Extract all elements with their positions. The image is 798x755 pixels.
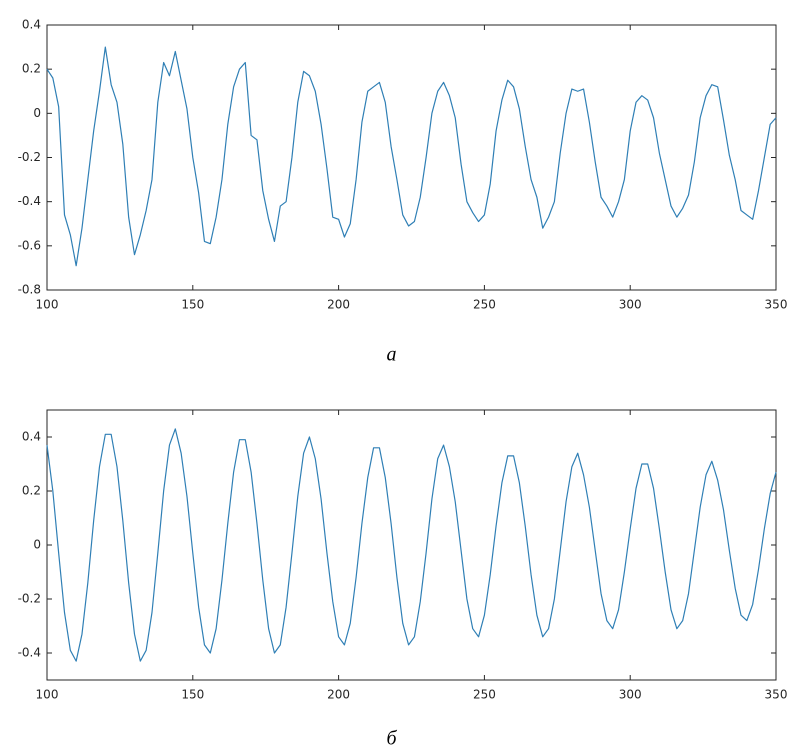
axes-box xyxy=(46,24,777,291)
data-line xyxy=(46,46,777,267)
x-tick-label: 250 xyxy=(473,688,496,702)
y-tick-label: 0.2 xyxy=(22,484,41,498)
y-tick-label: -0.8 xyxy=(18,283,41,297)
x-tick-label: 150 xyxy=(181,688,204,702)
axes-box xyxy=(46,409,777,681)
y-tick-label: 0.4 xyxy=(22,18,41,32)
caption: б xyxy=(386,728,397,750)
y-tick-label: 0 xyxy=(33,106,41,120)
y-tick-label: -0.4 xyxy=(18,194,41,208)
y-tick-label: -0.6 xyxy=(18,238,41,252)
x-tick-label: 150 xyxy=(181,298,204,312)
y-tick-label: 0 xyxy=(33,538,41,552)
x-tick-label: 100 xyxy=(36,298,59,312)
x-tick-label: 200 xyxy=(327,688,350,702)
y-tick-label: -0.2 xyxy=(18,150,41,164)
x-tick-label: 200 xyxy=(327,298,350,312)
y-tick-label: -0.2 xyxy=(18,592,41,606)
x-tick-label: 100 xyxy=(36,688,59,702)
x-tick-label: 350 xyxy=(765,688,788,702)
data-line xyxy=(46,428,777,662)
caption: а xyxy=(387,344,397,366)
x-tick-label: 300 xyxy=(619,688,642,702)
y-tick-label: -0.4 xyxy=(18,646,41,660)
y-tick-label: 0.4 xyxy=(22,430,41,444)
x-tick-label: 300 xyxy=(619,298,642,312)
x-tick-label: 350 xyxy=(765,298,788,312)
y-tick-label: 0.2 xyxy=(22,62,41,76)
x-tick-label: 250 xyxy=(473,298,496,312)
